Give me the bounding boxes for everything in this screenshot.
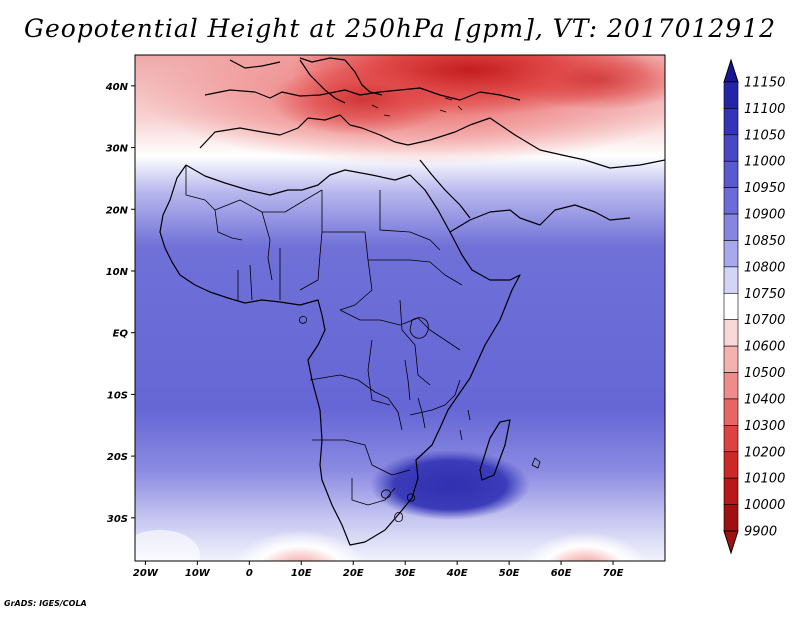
colorbar-bottom-arrow [723, 530, 739, 555]
colorbar-swatch [723, 134, 739, 162]
lon-tick-label: 50E [499, 568, 520, 579]
colorbar-level-label: 11000 [744, 155, 785, 170]
colorbar-level-label: 9900 [744, 525, 777, 540]
longitude-axis: 20W 10W 0 10E 20E 30E 40E 50E 60E 70E [133, 561, 624, 579]
colorbar-level-label: 10000 [744, 498, 785, 513]
colorbar-level-label: 10100 [744, 472, 785, 487]
lat-tick-label: 20S [107, 452, 128, 463]
colorbar-swatch [723, 398, 739, 426]
chart-title: Geopotential Height at 250hPa [gpm], VT:… [23, 14, 777, 43]
lat-tick-label: 40N [105, 82, 129, 93]
lakes [299, 97, 541, 523]
height-field [135, 55, 665, 561]
latitude-axis: 40N 30N 20N 10N EQ 10S 20S 30S [105, 82, 135, 525]
lon-tick-label: 60E [551, 568, 572, 579]
colorbar-swatch [723, 292, 739, 321]
colorbar-swatch [723, 425, 739, 453]
lat-tick-label: 20N [106, 205, 129, 216]
colorbar-level-label: 10400 [744, 392, 785, 407]
colorbar-swatch [723, 372, 739, 400]
colorbar-swatch [723, 187, 739, 215]
colorbar-swatch [723, 504, 739, 532]
colorbar: 11150 11100 11050 11000 10950 10900 10850 10800… [723, 58, 785, 555]
colorbar-level-label: 11050 [744, 128, 785, 143]
colorbar-level-label: 10700 [744, 313, 785, 328]
lon-tick-label: 30E [395, 568, 416, 579]
colorbar-level-label: 10300 [744, 419, 785, 434]
colorbar-swatch [723, 345, 739, 373]
lon-tick-label: 20E [343, 568, 364, 579]
colorbar-swatch [723, 81, 739, 109]
colorbar-swatch [723, 240, 739, 268]
colorbar-level-label: 10600 [744, 340, 785, 355]
colorbar-swatch [723, 266, 739, 294]
colorbar-swatch [723, 160, 739, 188]
lon-tick-label: 70E [603, 568, 624, 579]
lat-tick-label: 10N [106, 267, 129, 278]
lon-tick-label: 10W [185, 568, 211, 579]
colorbar-level-label: 10900 [744, 208, 785, 223]
lat-tick-label: 30N [106, 144, 129, 155]
colorbar-level-label: 10500 [744, 366, 785, 381]
country-borders [185, 165, 463, 506]
lat-tick-label: EQ [113, 329, 129, 340]
colorbar-swatch [723, 108, 739, 136]
colorbar-swatch [723, 477, 739, 505]
colorbar-level-label: 10950 [744, 181, 785, 196]
map-frame [134, 54, 666, 562]
colorbar-level-label: 11150 [744, 76, 785, 91]
lon-tick-label: 10E [291, 568, 312, 579]
coastlines [159, 57, 665, 546]
colorbar-swatch [723, 213, 739, 241]
colorbar-level-label: 10800 [744, 260, 785, 275]
lon-tick-label: 40E [446, 568, 468, 579]
lon-tick-label: 20W [133, 568, 159, 579]
colorbar-top-arrow [723, 58, 739, 83]
grads-credit: GrADS: IGES/COLA [4, 599, 87, 608]
lat-tick-label: 10S [107, 390, 128, 401]
colorbar-level-label: 10750 [744, 287, 785, 302]
colorbar-swatch [723, 451, 739, 479]
colorbar-swatch [723, 319, 739, 347]
colorbar-level-label: 10850 [744, 234, 785, 249]
colorbar-level-label: 11100 [744, 102, 785, 117]
colorbar-level-label: 10200 [744, 445, 785, 460]
lat-tick-label: 30S [107, 514, 128, 525]
lon-tick-label: 0 [246, 568, 253, 579]
